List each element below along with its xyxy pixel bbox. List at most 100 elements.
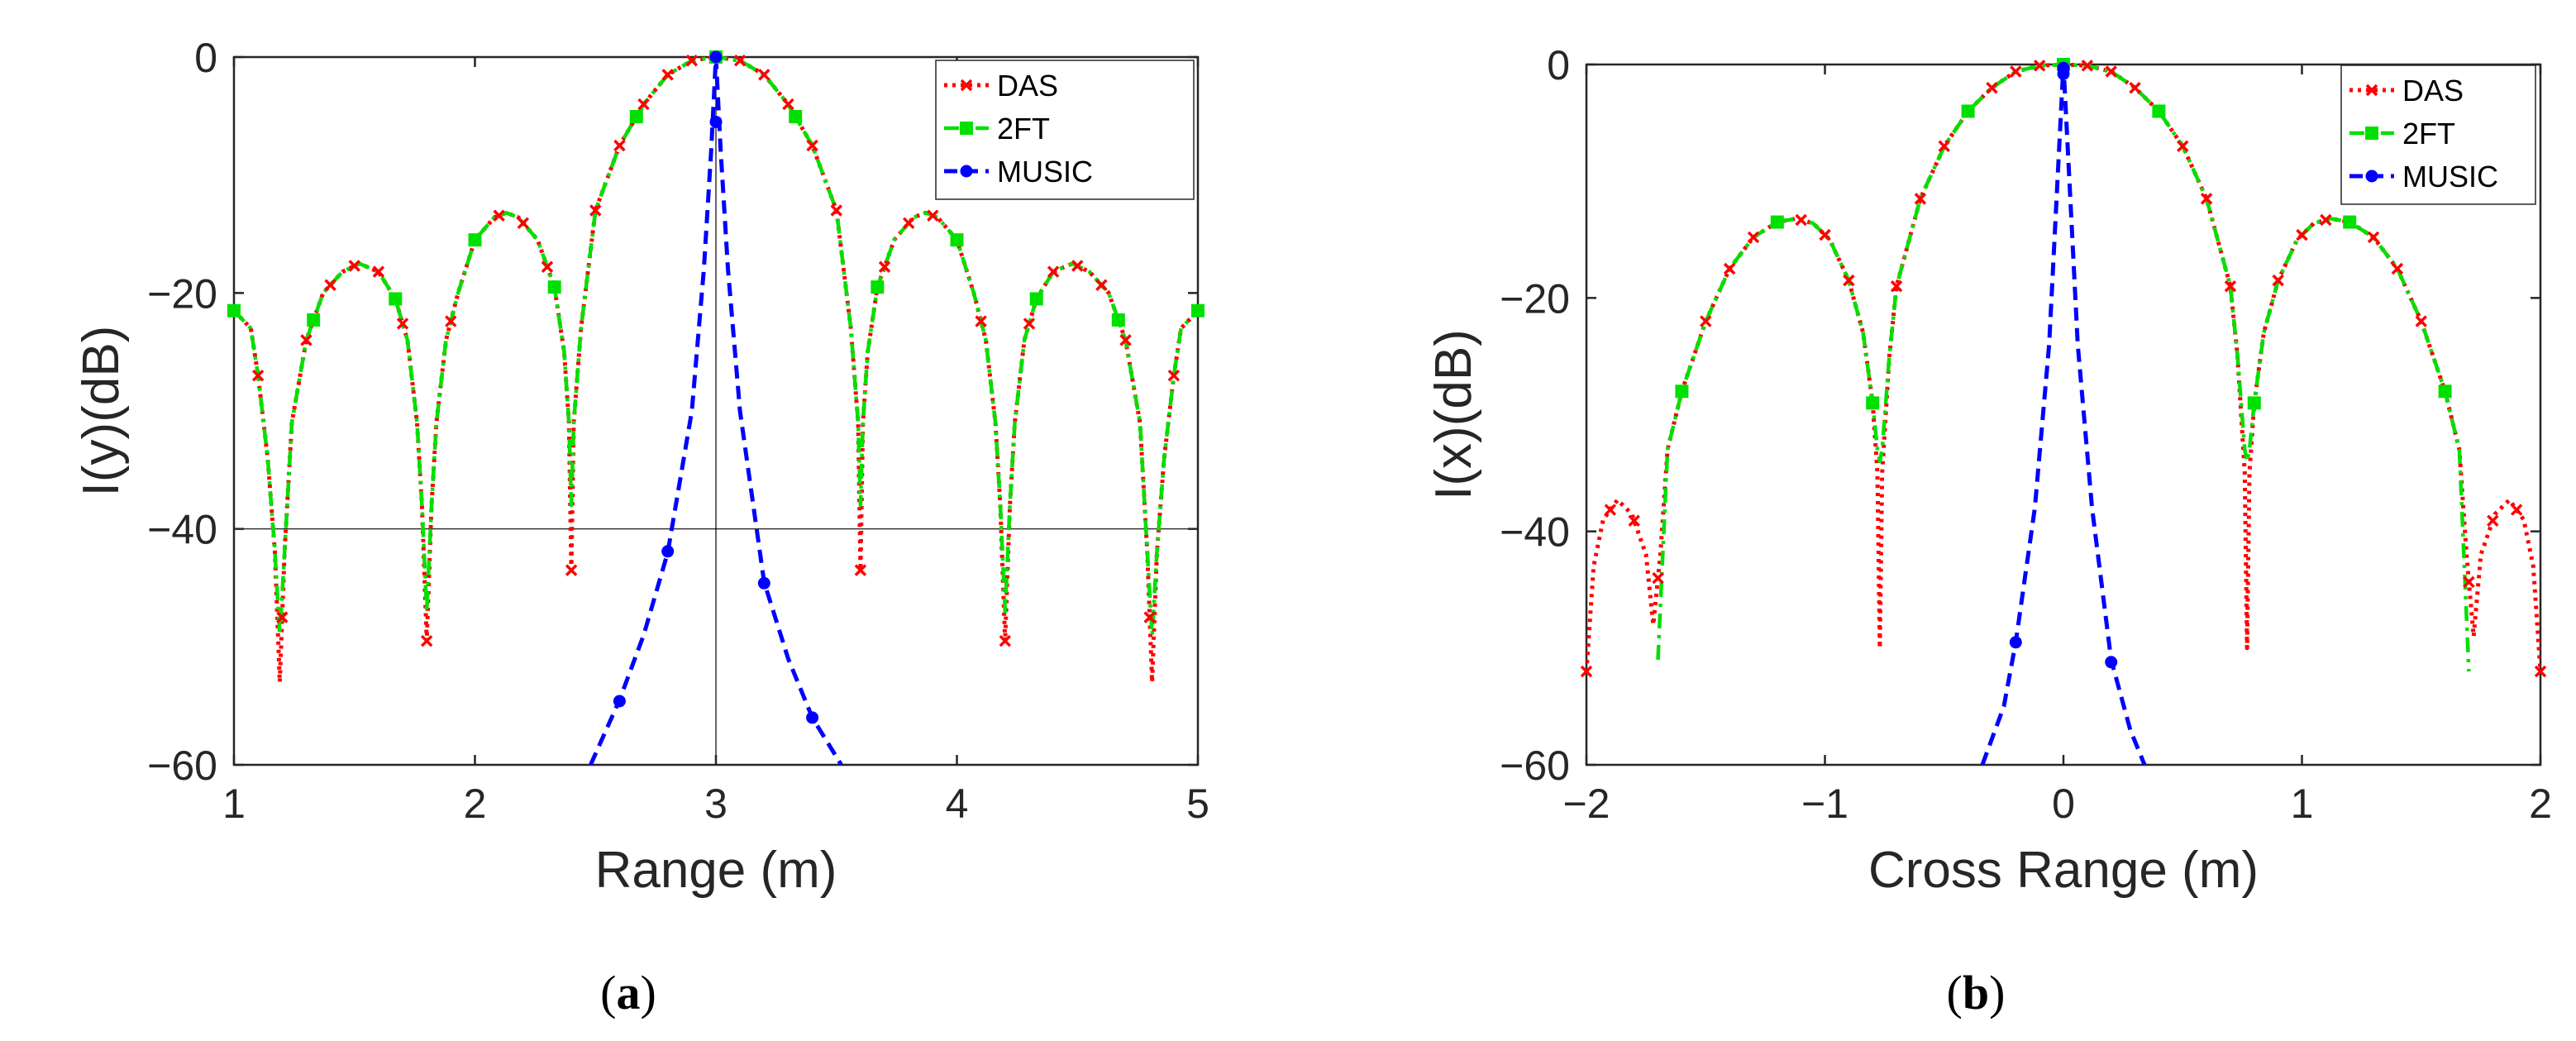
y-tick-label: −40 (147, 507, 217, 553)
marker-das (1795, 213, 1807, 227)
marker-das-b (493, 209, 505, 222)
marker-music (757, 576, 770, 590)
marker-das-b (854, 564, 867, 576)
x-tick-label: 0 (2052, 781, 2075, 827)
caption-close-paren: ) (641, 966, 656, 1020)
marker-das-b (806, 139, 818, 152)
marker-2ft (629, 110, 643, 124)
marker-das-b (2033, 60, 2046, 72)
marker-das (2320, 213, 2332, 227)
marker-das (1628, 514, 1640, 527)
legend-marker-das (2365, 84, 2378, 97)
x-tick-label: 5 (1186, 781, 1209, 827)
marker-das-b (276, 611, 289, 623)
marker-2ft (547, 280, 561, 294)
marker-das-b (1119, 334, 1132, 346)
marker-music (709, 115, 723, 128)
marker-das-b (975, 315, 987, 327)
marker-das (927, 209, 939, 222)
marker-das (1580, 665, 1593, 678)
legend-label-das: DAS (2402, 74, 2464, 107)
caption-open-paren: ( (1947, 966, 1963, 1020)
legend: DAS 2FT MUSIC (935, 60, 1195, 200)
marker-music (661, 545, 675, 558)
legend-label-music: MUSIC (2402, 160, 2498, 193)
marker-das-b (2105, 65, 2117, 78)
marker-das (589, 204, 602, 217)
caption-open-paren: ( (600, 966, 616, 1020)
marker-das (1747, 231, 1760, 244)
marker-das-b (1167, 369, 1181, 382)
marker-das-b (2391, 262, 2404, 275)
marker-das-b (733, 55, 747, 67)
marker-das-b (2463, 575, 2475, 589)
marker-das (493, 209, 505, 222)
marker-das (372, 265, 385, 278)
marker-das (2177, 140, 2189, 153)
marker-das-b (2272, 274, 2284, 287)
marker-das-b (878, 260, 891, 273)
marker-das-b (300, 334, 312, 346)
y-tick-label: −20 (1500, 275, 1570, 322)
marker-das (2391, 262, 2404, 275)
marker-music (2009, 636, 2022, 649)
marker-2ft (2343, 215, 2357, 229)
marker-das-b (1747, 231, 1760, 244)
marker-das-b (2487, 514, 2499, 527)
marker-das (1047, 265, 1060, 278)
marker-music (613, 695, 626, 708)
marker-das (2415, 315, 2427, 327)
marker-das-b (2081, 60, 2094, 72)
marker-das-b (685, 55, 699, 67)
marker-das (2224, 279, 2237, 293)
marker-das (1914, 193, 1927, 205)
marker-das (661, 69, 674, 81)
marker-das-b (1890, 279, 1903, 293)
marker-das (758, 69, 770, 81)
marker-das (2367, 231, 2380, 244)
marker-das (613, 139, 626, 152)
marker-2ft (1111, 313, 1125, 327)
marker-das-b (830, 204, 842, 217)
x-axis-label: Cross Range (m) (1868, 842, 2259, 899)
marker-das (1143, 611, 1156, 623)
marker-das (1890, 279, 1903, 293)
marker-2ft (389, 292, 403, 306)
marker-das-b (782, 98, 794, 111)
marker-das (1095, 279, 1108, 291)
marker-das (782, 98, 794, 111)
y-tick-label: −60 (1500, 743, 1570, 789)
legend-label-das: DAS (997, 69, 1058, 103)
y-tick-label: −20 (147, 270, 217, 317)
marker-das (854, 564, 867, 576)
legend-marker-2ft (960, 122, 973, 135)
marker-2ft (1029, 292, 1043, 306)
marker-das (1819, 228, 1831, 241)
x-axis-label: Range (m) (595, 842, 837, 899)
marker-das (685, 55, 699, 67)
marker-das-b (1723, 262, 1736, 275)
marker-das-b (324, 279, 336, 291)
marker-das-b (999, 634, 1012, 647)
marker-das-b (420, 634, 433, 647)
marker-2ft (2247, 396, 2261, 410)
x-tick-label: 4 (946, 781, 969, 827)
caption-letter: b (1963, 966, 1989, 1020)
marker-das-b (445, 315, 457, 327)
marker-das-b (2177, 140, 2189, 153)
caption-letter: a (617, 966, 641, 1020)
marker-das-b (565, 564, 578, 576)
marker-music (2057, 67, 2070, 80)
marker-2ft (950, 233, 964, 247)
marker-2ft (2152, 104, 2166, 118)
marker-das-b (2296, 228, 2308, 241)
chart-b: −2 −1 0 1 2 0 −20 −40 −60 Cross Range (m) I(x)(dB)… (1425, 42, 2552, 1020)
marker-das-b (541, 260, 554, 273)
marker-2ft (1866, 396, 1880, 410)
marker-2ft (227, 303, 241, 318)
x-tick-label: 1 (222, 781, 246, 827)
subfigure-caption: (a) (600, 966, 656, 1020)
marker-das (733, 55, 747, 67)
legend-marker-das-b (960, 79, 973, 92)
